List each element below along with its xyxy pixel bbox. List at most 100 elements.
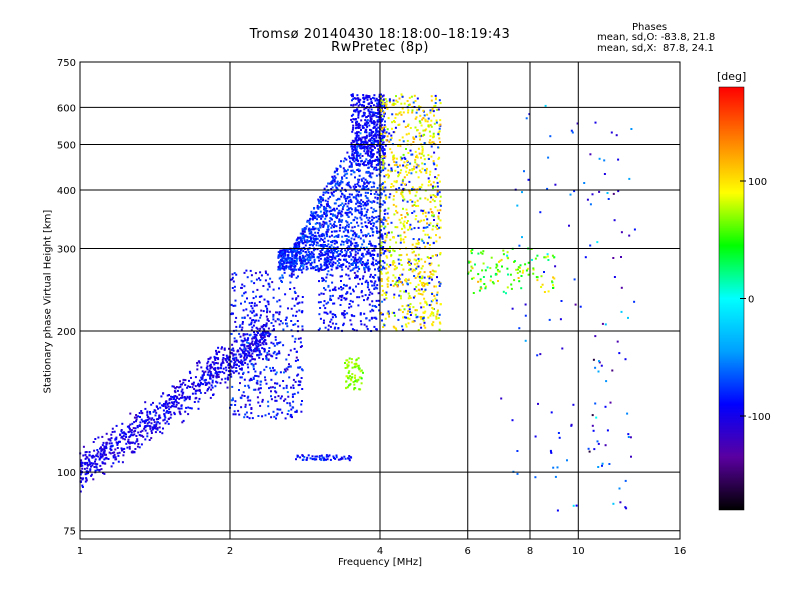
scatter-point: [355, 136, 358, 139]
scatter-point: [432, 160, 435, 163]
scatter-point: [116, 443, 119, 446]
scatter-point: [202, 373, 205, 376]
scatter-point: [400, 264, 403, 266]
scatter-point: [221, 358, 224, 361]
scatter-point: [104, 462, 107, 465]
scatter-point: [482, 262, 485, 265]
scatter-point: [356, 380, 359, 383]
scatter-point: [403, 156, 406, 159]
scatter-point: [267, 412, 270, 415]
scatter-point: [263, 350, 266, 353]
scatter-point: [373, 287, 376, 290]
scatter-point: [414, 309, 417, 312]
scatter-point: [606, 192, 609, 194]
scatter-point: [234, 304, 237, 307]
scatter-point: [378, 111, 381, 113]
scatter-point: [361, 126, 364, 129]
scatter-point: [372, 130, 374, 133]
scatter-point: [200, 378, 203, 381]
scatter-point: [397, 173, 400, 176]
scatter-point: [279, 341, 282, 344]
scatter-point: [576, 122, 579, 125]
scatter-point: [342, 230, 345, 233]
scatter-point: [519, 264, 522, 267]
scatter-point: [318, 269, 321, 272]
scatter-point: [357, 125, 360, 128]
scatter-point: [212, 394, 214, 396]
scatter-point: [368, 144, 371, 147]
scatter-point: [437, 317, 440, 320]
scatter-point: [188, 398, 191, 401]
scatter-point: [256, 379, 259, 382]
scatter-point: [288, 274, 291, 277]
scatter-point: [320, 292, 323, 295]
scatter-point: [367, 150, 370, 153]
scatter-point: [276, 300, 279, 303]
scatter-point: [262, 343, 265, 346]
scatter-point: [312, 213, 314, 216]
scatter-point: [507, 273, 509, 276]
scatter-point: [405, 325, 408, 328]
scatter-point: [102, 472, 104, 474]
scatter-point: [357, 134, 360, 137]
scatter-point: [620, 286, 623, 289]
scatter-point: [387, 249, 390, 252]
scatter-point: [354, 118, 357, 120]
scatter-point: [359, 312, 362, 315]
scatter-point: [336, 180, 339, 183]
scatter-point: [400, 93, 403, 96]
scatter-point: [402, 120, 405, 123]
scatter-point: [424, 215, 427, 218]
scatter-point: [416, 265, 419, 268]
scatter-point: [253, 333, 256, 336]
scatter-point: [423, 271, 426, 274]
scatter-point: [215, 375, 218, 378]
scatter-point: [284, 250, 287, 253]
scatter-point: [407, 297, 410, 300]
scatter-point: [430, 262, 433, 265]
scatter-point: [616, 340, 619, 343]
scatter-point: [422, 109, 425, 112]
scatter-point: [337, 255, 340, 257]
scatter-point: [425, 172, 428, 174]
scatter-point: [216, 353, 218, 356]
scatter-point: [278, 287, 280, 290]
scatter-point: [480, 287, 483, 290]
scatter-point: [301, 232, 304, 235]
scatter-point: [258, 277, 260, 280]
scatter-point: [427, 154, 430, 157]
scatter-point: [380, 110, 383, 112]
scatter-point: [275, 414, 278, 417]
scatter-point: [368, 135, 371, 138]
scatter-point: [379, 270, 382, 273]
scatter-point: [439, 322, 442, 325]
scatter-point: [116, 442, 119, 445]
scatter-point: [328, 235, 331, 238]
scatter-point: [196, 362, 199, 364]
scatter-point: [525, 269, 528, 272]
scatter-point: [429, 109, 432, 112]
scatter-point: [332, 261, 335, 264]
scatter-point: [341, 235, 344, 238]
scatter-point: [283, 268, 286, 271]
scatter-point: [302, 232, 305, 235]
scatter-point: [103, 453, 106, 456]
scatter-point: [417, 165, 420, 168]
scatter-point: [468, 261, 471, 264]
scatter-point: [374, 268, 376, 271]
scatter-point: [364, 264, 367, 266]
scatter-point: [518, 327, 521, 330]
scatter-point: [263, 348, 266, 351]
scatter-point: [243, 348, 246, 351]
scatter-point: [345, 254, 348, 257]
scatter-point: [380, 268, 383, 271]
scatter-point: [294, 292, 297, 294]
scatter-point: [226, 356, 229, 359]
scatter-point: [109, 452, 112, 455]
scatter-point: [162, 405, 165, 407]
scatter-point: [368, 251, 371, 254]
scatter-point: [429, 170, 432, 173]
scatter-point: [268, 332, 271, 335]
scatter-point: [395, 161, 398, 164]
scatter-point: [479, 278, 482, 281]
